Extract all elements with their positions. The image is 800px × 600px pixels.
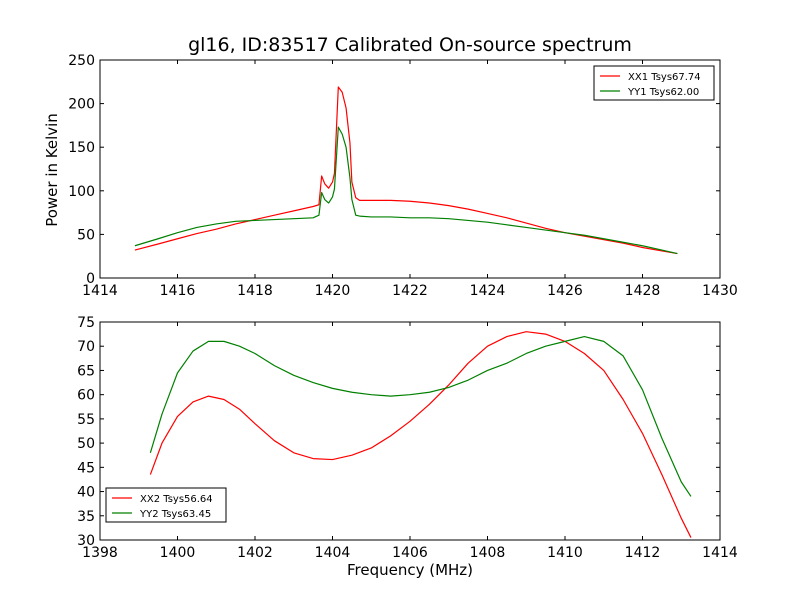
y-tick-label: 40 xyxy=(77,485,95,501)
legend-label: XX2 Tsys56.64 xyxy=(140,494,213,505)
legend-label: YY1 Tsys62.00 xyxy=(627,87,699,98)
x-tick-label: 1412 xyxy=(625,545,661,561)
series-line-2-1 xyxy=(149,331,692,538)
x-tick-label: 1414 xyxy=(702,545,738,561)
x-tick-label: 1398 xyxy=(82,545,118,561)
legend-box xyxy=(105,487,227,523)
x-tick-label: 1426 xyxy=(547,283,583,299)
y-tick-label: 50 xyxy=(77,227,95,243)
y-tick-label: 75 xyxy=(77,315,95,331)
y-tick-label: 100 xyxy=(68,184,95,200)
legend-1: XX1 Tsys67.74 YY1 Tsys62.00 xyxy=(593,65,715,101)
x-tick-label: 1422 xyxy=(392,283,428,299)
series-line-2-2 xyxy=(149,335,692,497)
x-tick-label: 1420 xyxy=(315,283,351,299)
x-tick-label: 1410 xyxy=(547,545,583,561)
y-tick-label: 30 xyxy=(77,533,95,549)
x-tick-label: 1406 xyxy=(392,545,428,561)
legend-label: YY2 Tsys63.45 xyxy=(139,509,211,520)
y-tick-label: 45 xyxy=(77,460,95,476)
plot-panel-2: 1398 1400 1402 1404 1406 1408 1410 1412 1414 30 35… xyxy=(77,315,738,561)
legend-label: XX1 Tsys67.74 xyxy=(628,72,701,83)
x-tick-label: 1416 xyxy=(160,283,196,299)
y-tick-label: 35 xyxy=(77,509,95,525)
y-tick-label: 200 xyxy=(68,97,95,113)
x-tick-label: 1400 xyxy=(160,545,196,561)
x-tick-label: 1428 xyxy=(625,283,661,299)
x-tick-label: 1430 xyxy=(702,283,738,299)
x-tick-label: 1402 xyxy=(237,545,273,561)
legend-2: XX2 Tsys56.64 YY2 Tsys63.45 xyxy=(105,487,227,523)
y-tick-label: 60 xyxy=(77,388,95,404)
x-tick-label: 1404 xyxy=(315,545,351,561)
series-line-1-2 xyxy=(134,126,678,255)
x-tick-label: 1408 xyxy=(470,545,506,561)
y-tick-label: 0 xyxy=(86,271,95,287)
y-tick-label: 50 xyxy=(77,436,95,452)
legend-box xyxy=(593,65,715,101)
y-tick-label: 250 xyxy=(68,53,95,69)
y-tick-label: 70 xyxy=(77,339,95,355)
x-tick-label: 1424 xyxy=(470,283,506,299)
plot-panel-1: 1414 1416 1418 1420 1422 1424 1426 1428 1430 0 50 1… xyxy=(68,53,738,299)
x-tick-label: 1418 xyxy=(237,283,273,299)
y-tick-label: 55 xyxy=(77,412,95,428)
x-tick-label: 1414 xyxy=(82,283,118,299)
chart-title: gl16, ID:83517 Calibrated On-source spec… xyxy=(188,34,632,56)
bottom-xlabel: Frequency (MHz) xyxy=(346,561,474,579)
y-tick-label: 65 xyxy=(77,363,95,379)
y-tick-label: 150 xyxy=(68,140,95,156)
series-line-1-1 xyxy=(134,86,678,255)
